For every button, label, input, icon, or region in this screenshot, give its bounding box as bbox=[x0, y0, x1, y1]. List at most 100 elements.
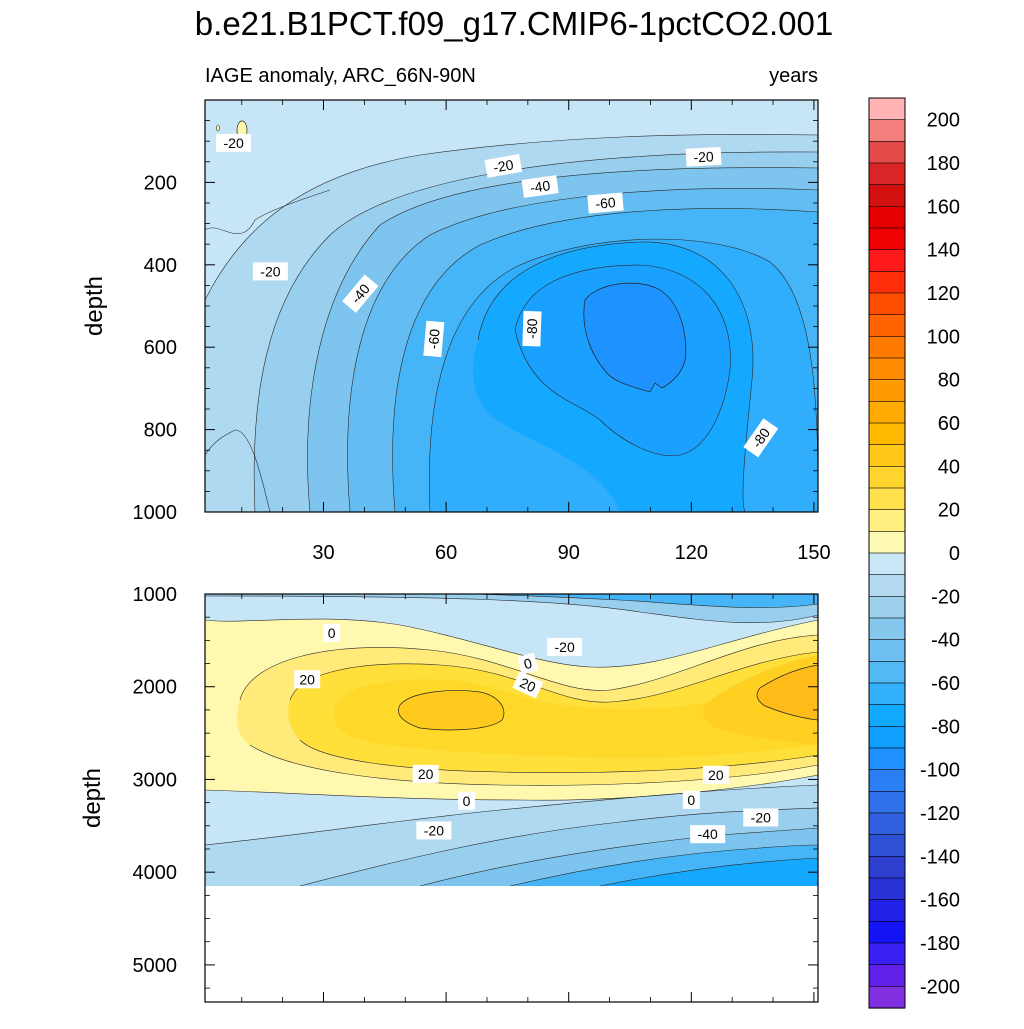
colorbar-swatch bbox=[868, 249, 906, 272]
contour-label: -20 bbox=[252, 262, 288, 281]
contour-label: 20 bbox=[412, 764, 439, 783]
contour-label-text: 0 bbox=[328, 625, 336, 641]
y-tick-label: 600 bbox=[144, 337, 177, 359]
contour-label-bg bbox=[342, 274, 379, 313]
colorbar-swatch bbox=[868, 921, 906, 944]
colorbar-label: -120 bbox=[920, 803, 960, 825]
contour-label-bg bbox=[517, 652, 539, 675]
contour-label-bg bbox=[690, 825, 726, 844]
colorbar-frame bbox=[868, 97, 906, 1009]
contour-label-bg bbox=[743, 418, 779, 458]
colorbar-swatch bbox=[868, 834, 906, 857]
colorbar-swatch bbox=[868, 726, 906, 749]
y-tick-label: 800 bbox=[144, 420, 177, 442]
colorbar-swatch bbox=[868, 271, 906, 294]
colorbar-swatch bbox=[868, 422, 906, 446]
y-tick-label: 200 bbox=[144, 172, 177, 194]
contour-label-text: -20 bbox=[751, 809, 771, 825]
colorbar-label: 60 bbox=[938, 413, 960, 435]
x-tick-label: 90 bbox=[558, 542, 580, 564]
colorbar-swatch bbox=[868, 162, 906, 186]
contour-label-bg bbox=[682, 790, 700, 809]
contour-label: 0 bbox=[682, 790, 700, 809]
colorbar-swatch bbox=[868, 791, 906, 814]
contour-label-bg bbox=[423, 320, 445, 358]
contour-label: -20 bbox=[547, 637, 583, 656]
colorbar-swatch bbox=[868, 379, 906, 402]
colorbar-swatch bbox=[868, 986, 906, 1009]
contour-label: -60 bbox=[587, 192, 624, 214]
colorbar-swatch bbox=[868, 942, 906, 966]
y-tick-label: 3000 bbox=[133, 769, 178, 791]
colorbar-label: 180 bbox=[927, 153, 960, 175]
contour-label-bg bbox=[587, 192, 624, 214]
colorbar-label: 120 bbox=[927, 283, 960, 305]
colorbar-swatch bbox=[868, 747, 906, 771]
contour-label: -80 bbox=[522, 310, 542, 347]
colorbar-swatch bbox=[868, 336, 906, 359]
contour-label-bg bbox=[416, 821, 452, 840]
subtitle-right: years bbox=[769, 65, 818, 87]
lower-band-bottom-neg70 bbox=[600, 858, 818, 886]
colorbar-swatch bbox=[868, 596, 906, 619]
colorbar-swatch bbox=[868, 574, 906, 597]
colorbar-swatch bbox=[868, 812, 906, 836]
contour-label-bg bbox=[484, 154, 523, 178]
colorbar-label: 0 bbox=[949, 543, 960, 565]
y-tick-label: 2000 bbox=[133, 677, 178, 699]
colorbar-swatch bbox=[868, 292, 906, 316]
colorbar-swatch bbox=[868, 401, 906, 424]
colorbar-swatch bbox=[868, 444, 906, 467]
upper-positive-dot bbox=[216, 124, 220, 132]
contour-label: -20 bbox=[484, 154, 523, 178]
colorbar-label: -200 bbox=[920, 976, 960, 998]
lower-core-right-max bbox=[756, 664, 818, 721]
colorbar-swatch bbox=[868, 227, 906, 251]
colorbar-swatch bbox=[868, 487, 906, 511]
lower-panel-field bbox=[205, 594, 818, 886]
contour-labels: -20-20-20 -20-40-40-60-60-80-800200-20202… bbox=[216, 133, 779, 844]
x-tick-label: 30 bbox=[312, 542, 334, 564]
colorbar-swatch bbox=[868, 661, 906, 684]
lower-band-30-to-40 bbox=[333, 660, 818, 759]
contour-label-bg bbox=[522, 310, 542, 347]
colorbar-label: -60 bbox=[931, 673, 960, 695]
colorbar-swatch bbox=[868, 682, 906, 706]
colorbar-label: 160 bbox=[927, 196, 960, 218]
contour-label-text: -20 bbox=[492, 156, 515, 175]
contour-label-text: 20 bbox=[708, 767, 724, 783]
contour-label-bg bbox=[521, 175, 559, 198]
colorbar-swatch bbox=[868, 141, 906, 164]
contour-label-text: -20 bbox=[424, 822, 444, 838]
colorbar-label: 20 bbox=[938, 500, 960, 522]
contour-label: -20 bbox=[216, 133, 252, 152]
colorbar-swatch bbox=[868, 97, 906, 121]
colorbar-label: -80 bbox=[931, 716, 960, 738]
contour-label-text: 0 bbox=[522, 655, 534, 673]
contour-label-text: -20 bbox=[260, 263, 280, 279]
contour-label-text: -40 bbox=[529, 177, 551, 196]
colorbar-swatch bbox=[868, 704, 906, 727]
lower-missing-area bbox=[205, 886, 818, 1002]
colorbar-swatch bbox=[868, 314, 906, 337]
figure-title: b.e21.B1PCT.f09_g17.CMIP6-1pctCO2.001 bbox=[195, 5, 833, 42]
colorbar-swatch bbox=[868, 877, 906, 901]
contour-label-text: -60 bbox=[425, 328, 443, 350]
contour-label-bg bbox=[294, 670, 321, 689]
upper-contour-lines bbox=[205, 134, 818, 512]
x-tick-label: 120 bbox=[675, 542, 708, 564]
colorbar-swatch bbox=[868, 206, 906, 229]
contour-label: -20 bbox=[416, 821, 452, 840]
contour-label: 0 bbox=[323, 623, 341, 642]
contour-label: 0 bbox=[517, 652, 539, 675]
contour-label-bg bbox=[743, 808, 779, 827]
colorbar-label: -140 bbox=[920, 846, 960, 868]
contour-label: 20 bbox=[512, 671, 544, 699]
contour-label-text: -20 bbox=[693, 148, 714, 165]
contour-label-bg bbox=[512, 671, 544, 699]
contour-label-bg bbox=[458, 791, 476, 810]
axes: 30 60 90 120 1502004006008001000depth1000200… bbox=[79, 99, 831, 1002]
contour-label: -20 bbox=[685, 146, 722, 167]
colorbar-label: -100 bbox=[920, 760, 960, 782]
